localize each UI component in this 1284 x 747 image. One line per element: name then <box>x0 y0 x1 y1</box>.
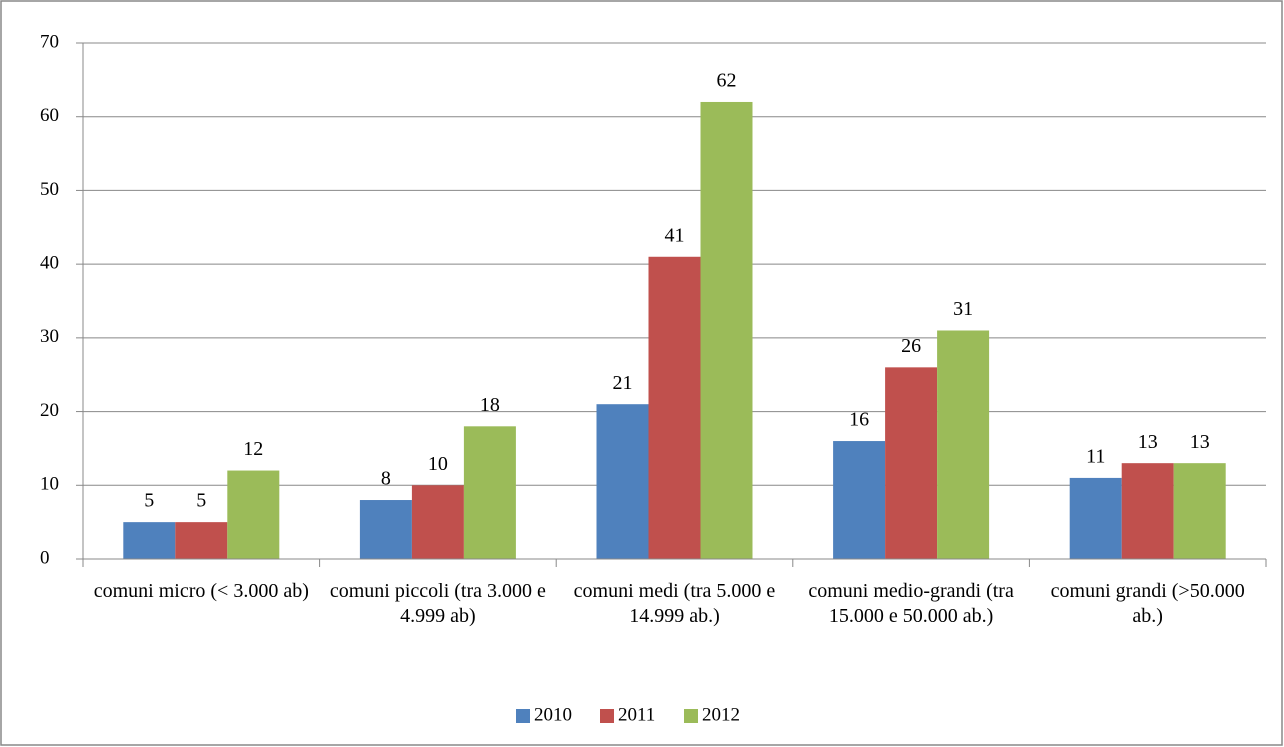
data-label: 26 <box>901 335 921 357</box>
data-label: 13 <box>1190 431 1210 453</box>
bar <box>1173 463 1226 559</box>
bar <box>227 470 280 559</box>
y-tick-label: 40 <box>40 253 59 274</box>
bar <box>359 500 412 559</box>
data-label: 31 <box>953 298 973 320</box>
bar <box>1121 463 1174 559</box>
legend-swatch <box>600 709 614 723</box>
data-label: 10 <box>428 453 448 475</box>
legend-label: 2011 <box>618 704 655 725</box>
bar <box>700 101 753 559</box>
bar <box>463 426 516 559</box>
y-tick-label: 10 <box>40 474 59 495</box>
legend-label: 2010 <box>534 704 572 725</box>
data-label: 12 <box>243 438 263 460</box>
bar <box>937 330 990 559</box>
bar <box>833 441 886 559</box>
data-label: 62 <box>717 70 737 92</box>
y-tick-label: 0 <box>40 547 50 568</box>
data-label: 8 <box>381 468 391 490</box>
bar <box>596 404 649 559</box>
bar <box>648 256 701 559</box>
data-label: 18 <box>480 394 500 416</box>
x-tick-label: comuni micro (< 3.000 ab) <box>93 580 309 602</box>
y-tick-label: 30 <box>40 326 59 347</box>
bar <box>1069 477 1122 559</box>
data-label: 16 <box>849 409 869 431</box>
legend-label: 2012 <box>702 704 740 725</box>
data-label: 5 <box>144 490 154 512</box>
data-label: 21 <box>613 372 633 394</box>
data-label: 41 <box>665 224 685 246</box>
data-label: 5 <box>196 490 206 512</box>
data-label: 11 <box>1086 446 1105 468</box>
y-tick-label: 60 <box>40 105 59 126</box>
bar <box>123 522 176 559</box>
bar <box>885 367 938 559</box>
data-label: 13 <box>1138 431 1158 453</box>
legend-swatch <box>684 709 698 723</box>
bar <box>411 485 464 559</box>
x-tick-label: comuni medio-grandi (tra 15.000 e 50.000… <box>808 580 1014 627</box>
y-tick-label: 20 <box>40 400 59 421</box>
y-tick-label: 70 <box>40 31 59 52</box>
bar <box>175 522 228 559</box>
legend-swatch <box>516 709 530 723</box>
y-tick-label: 50 <box>40 179 59 200</box>
x-tick-label: comuni grandi (>50.000 ab.) <box>1050 580 1245 627</box>
x-tick-label: comuni piccoli (tra 3.000 e 4.999 ab) <box>329 580 546 627</box>
x-tick-label: comuni medi (tra 5.000 e 14.999 ab.) <box>573 580 776 627</box>
